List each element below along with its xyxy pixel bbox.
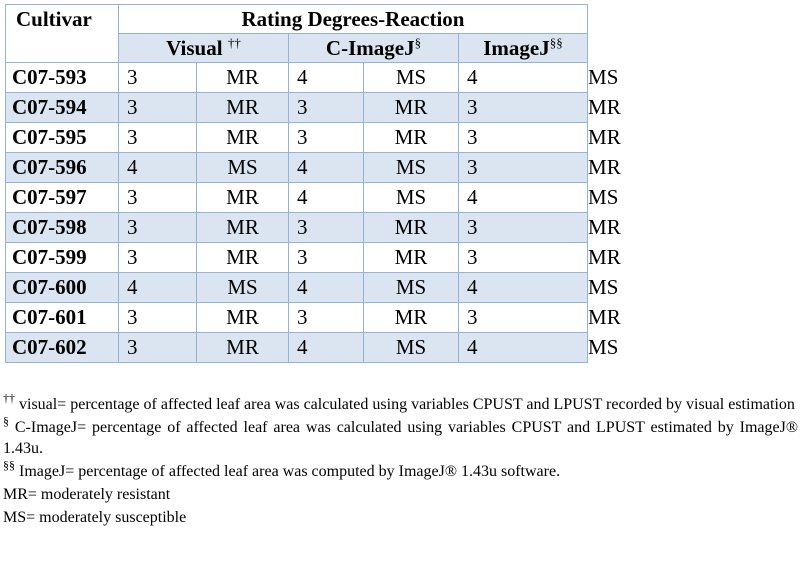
footnote: MR= moderately resistant	[3, 486, 171, 503]
cultivar-cell: C07-598	[5, 212, 119, 243]
visual-degree-cell: 3	[118, 182, 197, 213]
table-row: C07-595 3 MR 3 MR 3 MR	[5, 122, 621, 153]
visual-degree-cell: 3	[118, 302, 197, 333]
visual-reaction-cell: MR	[196, 182, 289, 213]
cultivar-cell: C07-594	[5, 92, 119, 123]
footnote: †† visual= percentage of affected leaf a…	[3, 391, 795, 413]
visual-reaction-cell: MR	[196, 242, 289, 273]
visual-degree-cell: 3	[118, 62, 197, 93]
table-row: C07-596 4 MS 4 MS 3 MR	[5, 152, 621, 183]
cultivar-cell: C07-596	[5, 152, 119, 183]
c-imagej-reaction-cell: MS	[363, 152, 459, 183]
imagej-degree-cell: 3	[457, 122, 589, 153]
c-imagej-reaction-cell: MS	[363, 62, 459, 93]
visual-reaction-cell: MS	[196, 152, 289, 183]
imagej-degree-cell: 3	[457, 242, 589, 273]
visual-degree-cell: 3	[118, 242, 197, 273]
visual-degree-cell: 3	[118, 92, 197, 123]
cultivar-cell: C07-600	[5, 272, 119, 303]
imagej-degree-cell: 4	[457, 182, 589, 213]
c-imagej-reaction-cell: MR	[363, 122, 459, 153]
visual-reaction-cell: MR	[196, 122, 289, 153]
visual-degree-cell: 4	[118, 152, 197, 183]
visual-header: Visual ††	[118, 33, 289, 63]
c-imagej-header: C-ImageJ§	[288, 33, 459, 63]
c-imagej-reaction-cell: MR	[363, 92, 459, 123]
c-imagej-reaction-cell: MR	[363, 242, 459, 273]
visual-reaction-cell: MR	[196, 212, 289, 243]
c-imagej-reaction-cell: MS	[363, 332, 459, 363]
imagej-degree-cell: 3	[457, 152, 589, 183]
table-row: C07-601 3 MR 3 MR 3 MR	[5, 302, 621, 333]
cultivar-cell: C07-593	[5, 62, 119, 93]
table-row: C07-602 3 MR 4 MS 4 MS	[5, 332, 618, 363]
visual-degree-cell: 3	[118, 122, 197, 153]
imagej-degree-cell: 3	[457, 302, 589, 333]
cultivar-cell: C07-597	[5, 182, 119, 213]
visual-reaction-cell: MR	[196, 332, 289, 363]
imagej-header: ImageJ§§	[457, 33, 589, 63]
table-row: C07-600 4 MS 4 MS 4 MS	[5, 272, 618, 303]
c-imagej-degree-cell: 3	[288, 92, 364, 123]
footnotes: †† visual= percentage of affected leaf a…	[3, 391, 798, 530]
visual-reaction-cell: MR	[196, 302, 289, 333]
c-imagej-reaction-cell: MR	[363, 302, 459, 333]
table-row: C07-594 3 MR 3 MR 3 MR	[5, 92, 621, 123]
c-imagej-degree-cell: 3	[288, 242, 364, 273]
cultivar-cell: C07-602	[5, 332, 119, 363]
group-header: Rating Degrees-Reaction	[117, 4, 589, 34]
visual-degree-cell: 3	[118, 332, 197, 363]
table-row: C07-597 3 MR 4 MS 4 MS	[5, 182, 618, 213]
table-row: C07-593 3 MR 4 MS 4 MS	[5, 62, 618, 93]
c-imagej-degree-cell: 3	[288, 302, 364, 333]
cultivar-cell: C07-601	[5, 302, 119, 333]
visual-reaction-cell: MS	[196, 272, 289, 303]
visual-degree-cell: 4	[118, 272, 197, 303]
cultivar-cell: C07-599	[5, 242, 119, 273]
rating-table: Cultivar Rating Degrees-Reaction Visual …	[5, 4, 621, 363]
c-imagej-degree-cell: 3	[288, 212, 364, 243]
c-imagej-degree-cell: 4	[288, 332, 364, 363]
imagej-degree-cell: 4	[457, 62, 589, 93]
footnote: § C-ImageJ= percentage of affected leaf …	[3, 414, 798, 457]
imagej-degree-cell: 3	[457, 212, 589, 243]
c-imagej-reaction-cell: MS	[363, 272, 459, 303]
c-imagej-reaction-cell: MR	[363, 212, 459, 243]
c-imagej-reaction-cell: MS	[363, 182, 459, 213]
visual-reaction-cell: MR	[196, 92, 289, 123]
visual-reaction-cell: MR	[196, 62, 289, 93]
cultivar-cell: C07-595	[5, 122, 119, 153]
imagej-degree-cell: 4	[457, 272, 589, 303]
table-row: C07-598 3 MR 3 MR 3 MR	[5, 212, 621, 243]
c-imagej-degree-cell: 4	[288, 62, 364, 93]
table-row: C07-599 3 MR 3 MR 3 MR	[5, 242, 621, 273]
footnote: MS= moderately susceptible	[3, 509, 187, 526]
imagej-degree-cell: 4	[457, 332, 589, 363]
c-imagej-degree-cell: 4	[288, 152, 364, 183]
c-imagej-degree-cell: 3	[288, 122, 364, 153]
c-imagej-degree-cell: 4	[288, 182, 364, 213]
footnote: §§ ImageJ= percentage of affected leaf a…	[3, 458, 561, 480]
visual-degree-cell: 3	[118, 212, 197, 243]
imagej-degree-cell: 3	[457, 92, 589, 123]
cultivar-header: Cultivar	[5, 4, 119, 63]
c-imagej-degree-cell: 4	[288, 272, 364, 303]
